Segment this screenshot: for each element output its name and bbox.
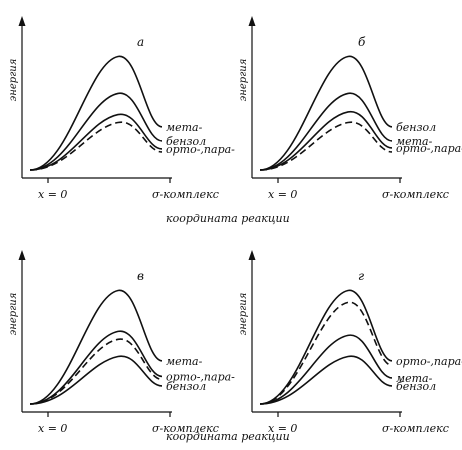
series-label-2: бензол — [166, 135, 206, 148]
series-line-2 — [29, 330, 163, 405]
panel-letter: г — [358, 269, 364, 283]
x-tick-label-end: σ-комплекс — [152, 422, 219, 435]
series-label-2: орто-,пара- — [166, 370, 235, 383]
series-line-3 — [29, 338, 163, 405]
x-tick-label-end: σ-комплекс — [382, 188, 449, 201]
panel-1: x = 0 σ-комплекс энергия а мета-бензолорто-,… — [8, 16, 235, 201]
series-line-4 — [29, 355, 163, 405]
series-label-1: мета- — [166, 355, 203, 368]
series-line-3 — [259, 111, 393, 171]
series-label-2: мета- — [396, 135, 433, 148]
x-axis-label-bottom: координата реакции — [166, 430, 290, 443]
panel-4: x = 0 σ-комплекс энергия г орто-,пара-мета-б… — [238, 250, 462, 435]
x-tick-label-start: x = 0 — [38, 188, 67, 201]
series-line-3 — [259, 334, 393, 405]
series-line-2 — [29, 92, 163, 171]
series-label-1: бензол — [396, 121, 436, 134]
panel-3: x = 0 σ-комплекс энергия в мета-орто-,пара-б… — [8, 250, 235, 435]
y-axis-arrow — [248, 16, 256, 26]
x-tick-label-end: σ-комплекс — [152, 188, 219, 201]
series-line-4 — [29, 121, 163, 171]
series-label-3: мета- — [396, 372, 433, 385]
series-label-3: орто-,пара- — [166, 143, 235, 156]
x-tick-label-start: x = 0 — [268, 422, 297, 435]
series-line-1 — [259, 55, 393, 171]
x-tick-label-start: x = 0 — [268, 188, 297, 201]
y-axis-arrow — [248, 250, 256, 260]
panel-letter: б — [358, 35, 366, 49]
x-tick-label-start: x = 0 — [38, 422, 67, 435]
x-tick-label-end: σ-комплекс — [382, 422, 449, 435]
series-label-4: бензол — [396, 380, 436, 393]
series-line-4 — [259, 121, 393, 171]
panel-2: x = 0 σ-комплекс энергия б бензолмета-орто-,… — [238, 16, 462, 201]
series-line-1 — [29, 289, 163, 405]
series-line-1 — [29, 55, 163, 171]
x-axis-label-top: координата реакции — [166, 212, 290, 225]
series-line-1 — [259, 289, 393, 405]
series-line-2 — [259, 92, 393, 171]
series-label-1: мета- — [166, 121, 203, 134]
y-axis-label: энергия — [8, 293, 19, 336]
series-line-4 — [259, 355, 393, 405]
panel-letter: в — [137, 269, 144, 283]
y-axis-arrow — [18, 16, 26, 26]
y-axis-label: энергия — [238, 59, 249, 102]
series-label-3: орто-,пара- — [396, 142, 462, 155]
series-line-2 — [259, 301, 393, 405]
series-line-3 — [29, 113, 163, 171]
series-label-4: бензол — [166, 380, 206, 393]
panel-letter: а — [137, 35, 144, 49]
y-axis-label: энергия — [238, 293, 249, 336]
series-label-1: орто-,пара- — [396, 355, 462, 368]
y-axis-arrow — [18, 250, 26, 260]
y-axis-label: энергия — [8, 59, 19, 102]
